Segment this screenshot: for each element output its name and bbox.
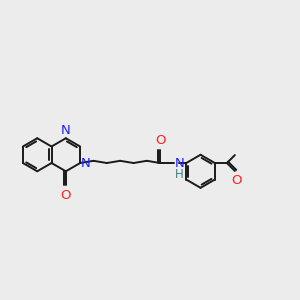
- Text: O: O: [61, 189, 71, 202]
- Text: H: H: [175, 168, 183, 182]
- Text: O: O: [155, 134, 165, 146]
- Text: N: N: [81, 157, 91, 170]
- Text: N: N: [175, 157, 184, 169]
- Text: O: O: [231, 174, 242, 187]
- Text: N: N: [61, 124, 71, 137]
